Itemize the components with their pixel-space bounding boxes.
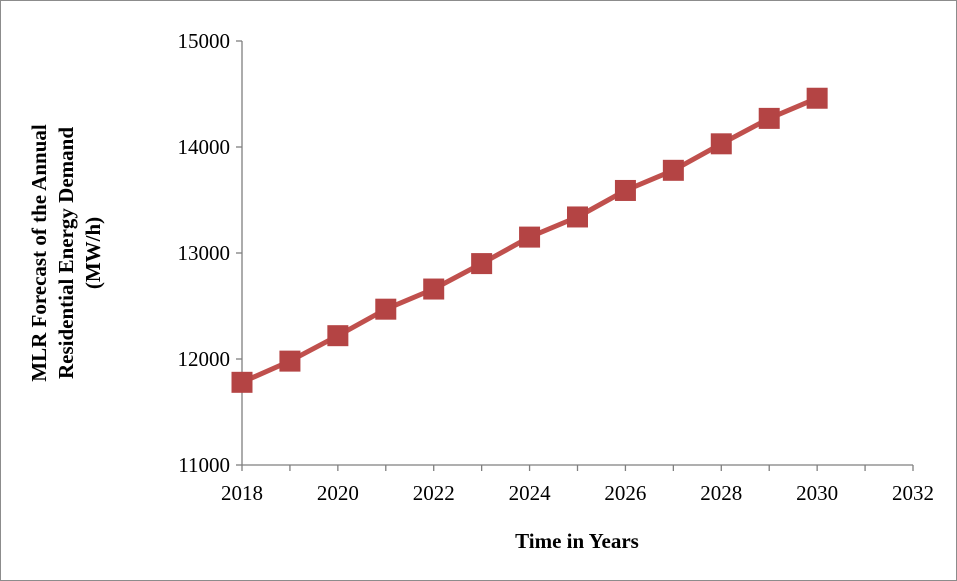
x-axis-title: Time in Years: [515, 529, 639, 553]
data-point-marker: [375, 298, 397, 320]
data-point-marker: [471, 253, 493, 275]
y-tick-label: 12000: [178, 347, 231, 371]
data-point-marker: [567, 206, 588, 228]
y-axis-title-line-3: (MW/h): [81, 217, 105, 289]
x-tick-label: 2026: [604, 481, 646, 505]
data-point-marker: [806, 87, 828, 109]
x-tick-label: 2024: [509, 481, 552, 505]
data-point-marker: [662, 159, 684, 181]
data-point-marker: [519, 226, 541, 248]
x-tick-label: 2032: [892, 481, 934, 505]
x-tick-label: 2022: [413, 481, 455, 505]
x-tick-label: 2020: [317, 481, 359, 505]
data-point-marker: [279, 350, 301, 372]
data-point-marker: [710, 133, 732, 155]
x-tick-label: 2028: [700, 481, 742, 505]
y-tick-label: 11000: [178, 453, 230, 477]
data-point-marker: [758, 107, 780, 129]
data-point-marker: [327, 325, 349, 347]
y-tick-label: 15000: [178, 29, 231, 53]
y-axis-title-line-2: Residential Energy Demand: [54, 127, 78, 379]
y-axis-title-line-1: MLR Forecast of the Annual: [27, 124, 51, 382]
x-tick-label: 2030: [796, 481, 838, 505]
x-ticks: 2018 2020 2022 2024 2026 2028 2030 2032: [221, 465, 934, 505]
y-axis-title: MLR Forecast of the Annual Residential E…: [27, 124, 105, 382]
data-point-marker: [231, 371, 253, 393]
y-ticks: 11000 12000 13000 14000 15000: [178, 29, 242, 477]
y-tick-label: 14000: [178, 135, 231, 159]
y-tick-label: 13000: [178, 241, 231, 265]
x-tick-label: 2018: [221, 481, 263, 505]
data-point-marker: [614, 179, 636, 201]
data-point-marker: [423, 278, 445, 300]
series-group: [231, 87, 828, 393]
